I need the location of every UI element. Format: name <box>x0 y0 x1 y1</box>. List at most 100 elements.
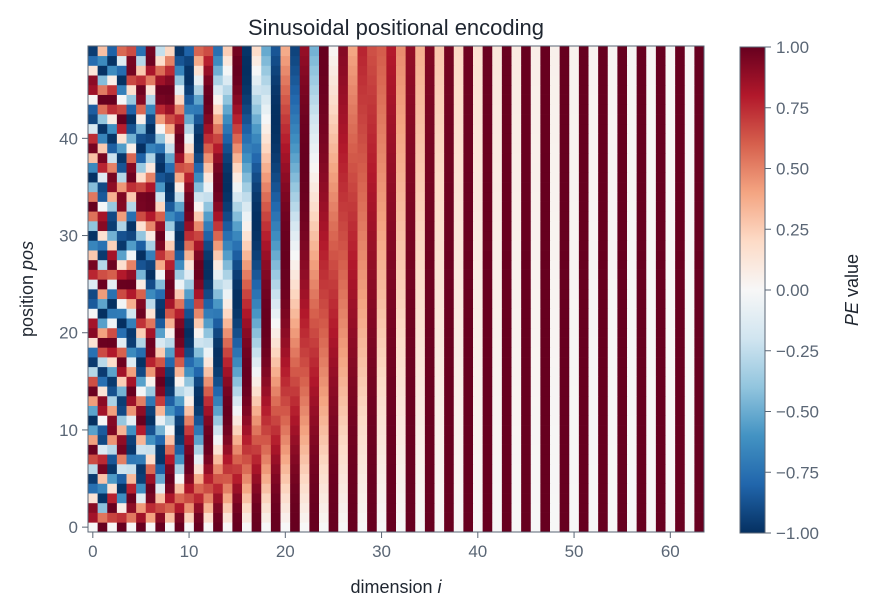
heatmap-cell <box>367 172 378 183</box>
heatmap-cell <box>376 425 387 436</box>
heatmap-cell <box>165 473 175 484</box>
heatmap-cell <box>501 337 512 348</box>
heatmap-cell <box>328 327 339 338</box>
heatmap-cell <box>280 444 291 455</box>
heatmap-cell <box>627 366 637 377</box>
heatmap-cell <box>184 84 195 95</box>
heatmap-cell <box>415 444 426 455</box>
heatmap-cell <box>588 327 599 338</box>
heatmap-cell <box>309 483 320 494</box>
heatmap-cell <box>492 259 503 270</box>
heatmap-cell <box>357 46 368 57</box>
heatmap-cell <box>319 114 329 125</box>
heatmap-cell <box>607 220 618 232</box>
heatmap-cell <box>559 454 570 465</box>
heatmap-cell <box>213 104 224 115</box>
heatmap-cell <box>319 269 329 280</box>
heatmap-cell <box>559 308 570 319</box>
heatmap-cell <box>463 366 474 377</box>
heatmap-cell <box>328 172 339 183</box>
heatmap-cell <box>473 123 483 134</box>
heatmap-cell <box>521 55 532 66</box>
heatmap-cell <box>290 46 301 57</box>
heatmap-cell <box>607 405 618 416</box>
heatmap-cell <box>193 46 204 57</box>
heatmap-cell <box>165 444 175 455</box>
heatmap-cell <box>261 308 272 319</box>
heatmap-cell <box>501 298 512 309</box>
heatmap-cell <box>165 191 175 202</box>
heatmap-cell <box>116 259 127 270</box>
heatmap-cell <box>116 425 127 436</box>
heatmap-cell <box>338 337 349 348</box>
heatmap-cell <box>453 483 464 494</box>
heatmap-cell <box>569 289 580 300</box>
heatmap-cell <box>203 454 214 465</box>
heatmap-cell <box>463 250 474 261</box>
heatmap-cell <box>280 493 291 504</box>
heatmap-cell <box>569 65 580 76</box>
heatmap-cell <box>655 46 666 57</box>
heatmap-cell <box>646 376 657 387</box>
heatmap-cell <box>299 434 310 445</box>
heatmap-cell <box>665 357 676 368</box>
heatmap-cell <box>434 182 445 193</box>
heatmap-cell <box>328 162 339 173</box>
heatmap-cell <box>319 493 329 504</box>
heatmap-cell <box>578 94 589 105</box>
heatmap-cell <box>347 250 358 261</box>
heatmap-cell <box>444 84 455 95</box>
heatmap-cell <box>347 279 358 290</box>
heatmap-cell <box>376 75 387 86</box>
heatmap-cell <box>251 46 262 57</box>
heatmap-cell <box>540 463 551 475</box>
heatmap-cell <box>588 395 599 406</box>
heatmap-cell <box>242 347 252 358</box>
heatmap-cell <box>598 522 609 533</box>
heatmap-cell <box>299 357 310 368</box>
heatmap-cell <box>155 337 166 348</box>
heatmap-cell <box>309 298 320 309</box>
heatmap-cell <box>405 357 416 368</box>
heatmap-cell <box>569 425 580 436</box>
heatmap-cell <box>213 114 224 125</box>
heatmap-cell <box>184 444 195 455</box>
heatmap-cell <box>550 46 560 57</box>
heatmap-cell <box>607 279 618 290</box>
heatmap-cell <box>347 289 358 300</box>
heatmap-cell <box>136 240 147 251</box>
heatmap-cell <box>627 114 637 125</box>
heatmap-cell <box>550 366 560 377</box>
heatmap-cell <box>463 94 474 105</box>
heatmap-cell <box>338 522 349 533</box>
heatmap-cell <box>530 250 541 261</box>
heatmap-cell <box>319 279 329 290</box>
heatmap-cell <box>530 395 541 406</box>
heatmap-cell <box>617 434 628 445</box>
heatmap-cell <box>126 104 137 115</box>
heatmap-cell <box>97 46 108 57</box>
heatmap-cell <box>145 114 156 125</box>
heatmap-cell <box>473 522 483 533</box>
heatmap-cell <box>511 463 522 475</box>
heatmap-cell <box>511 318 522 329</box>
heatmap-cell <box>242 434 252 445</box>
heatmap-cell <box>328 454 339 465</box>
heatmap-cell <box>530 386 541 397</box>
heatmap-cell <box>511 289 522 300</box>
heatmap-cell <box>463 182 474 193</box>
heatmap-cell <box>598 415 609 426</box>
heatmap-cell <box>396 84 406 95</box>
heatmap-cell <box>367 357 378 368</box>
heatmap-cell <box>434 259 445 270</box>
heatmap-cell <box>617 318 628 329</box>
heatmap-cell <box>482 201 493 212</box>
heatmap-cell <box>222 162 233 173</box>
heatmap-cell <box>213 493 224 504</box>
heatmap-cell <box>492 395 503 406</box>
heatmap-cell <box>155 250 166 261</box>
heatmap-cell <box>655 55 666 66</box>
heatmap-cell <box>386 55 397 66</box>
heatmap-cell <box>88 434 98 445</box>
heatmap-cell <box>222 327 233 338</box>
